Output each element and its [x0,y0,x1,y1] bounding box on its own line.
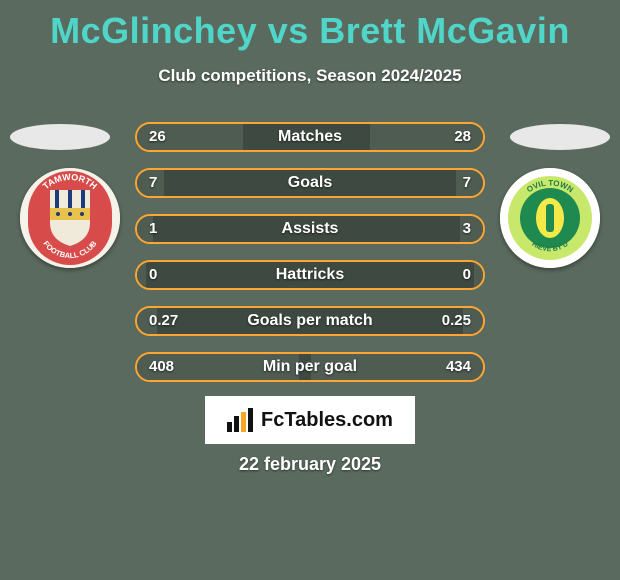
stat-row: Matches26 28 [135,122,485,152]
brand-logo: FcTables.com [205,396,415,444]
stat-value-left: 1 [149,216,157,242]
club-crest-right: OVIL TOWN HIEVE BY U [500,168,600,268]
stat-row: Goals7 7 [135,168,485,198]
stat-label: Goals [137,170,483,196]
bar-chart-icon [227,408,255,432]
stat-value-left: 0.27 [149,308,178,334]
stats-panel: Matches26 28 Goals7 7 Assists1 3 Hattricks0 0 Go… [135,122,485,398]
page-title: McGlinchey vs Brett McGavin [0,0,620,52]
stat-label: Assists [137,216,483,242]
club-crest-left: TAMWORTH FOOTBALL CLUB [20,168,120,268]
player-photo-placeholder-right [510,124,610,150]
stat-value-right: 0 [463,262,471,288]
stat-label: Goals per match [137,308,483,334]
stat-value-right: 434 [446,354,471,380]
stat-value-right: 28 [454,124,471,150]
stat-row: Assists1 3 [135,214,485,244]
stat-row: Goals per match0.27 0.25 [135,306,485,336]
stat-value-right: 0.25 [442,308,471,334]
stat-value-right: 3 [463,216,471,242]
brand-text: FcTables.com [261,409,393,432]
stat-label: Hattricks [137,262,483,288]
stat-value-left: 408 [149,354,174,380]
stat-value-left: 0 [149,262,157,288]
subtitle: Club competitions, Season 2024/2025 [0,66,620,86]
stat-value-right: 7 [463,170,471,196]
stat-row: Min per goal408 434 [135,352,485,382]
footer-date: 22 february 2025 [0,454,620,475]
stat-value-left: 7 [149,170,157,196]
stat-row: Hattricks0 0 [135,260,485,290]
stat-value-left: 26 [149,124,166,150]
stat-label: Min per goal [137,354,483,380]
player-photo-placeholder-left [10,124,110,150]
stat-label: Matches [137,124,483,150]
